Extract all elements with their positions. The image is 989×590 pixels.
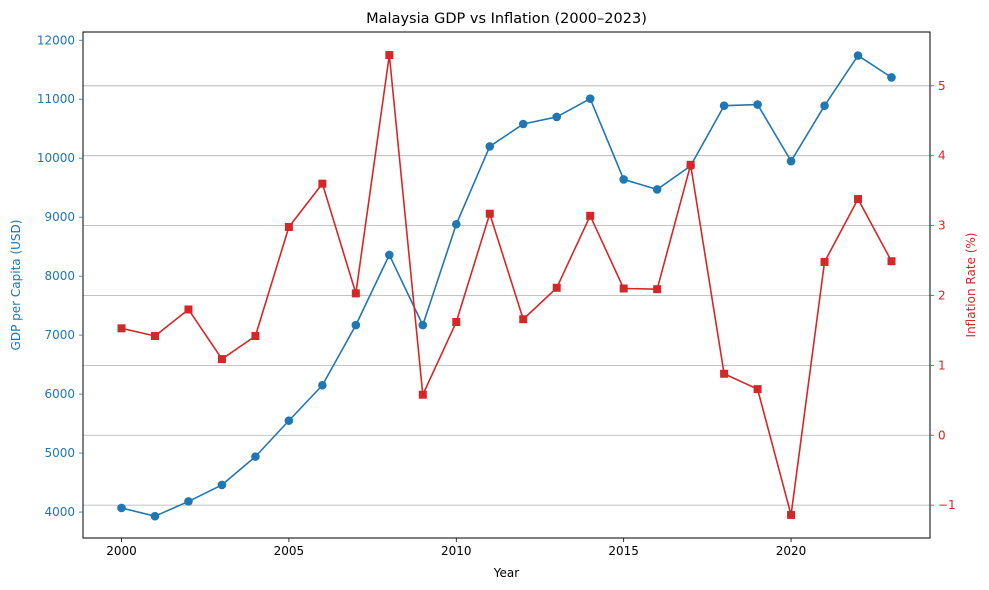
gdp-point xyxy=(184,497,193,506)
y-right-tick-label: 5 xyxy=(938,79,946,93)
gdp-point xyxy=(753,100,762,109)
y-left-tick-label: 4000 xyxy=(44,505,75,519)
y-left-tick-label: 6000 xyxy=(44,387,75,401)
x-tick-label: 2020 xyxy=(776,544,807,558)
y-left-tick-label: 5000 xyxy=(44,446,75,460)
y-right-tick-label: 1 xyxy=(938,358,946,372)
inflation-point xyxy=(251,332,260,341)
y-axis-left: 4000 5000 6000 7000 8000 9000 10000 11000 12000 xyxy=(37,33,83,519)
y-axis-right: −1 0 1 2 3 4 5 xyxy=(930,79,956,512)
y-right-tick-label: 4 xyxy=(938,149,946,163)
y-axis-right-title: Inflation Rate (%) xyxy=(964,233,978,338)
series-lines xyxy=(121,54,893,517)
gdp-point xyxy=(318,380,327,390)
y-right-tick-label: −1 xyxy=(938,498,956,512)
inflation-point xyxy=(385,51,394,60)
inflation-point xyxy=(653,285,662,294)
inflation-point xyxy=(150,332,159,341)
plot-frame xyxy=(82,31,931,539)
gdp-point xyxy=(719,101,729,111)
gdp-point xyxy=(217,480,227,490)
gdp-point xyxy=(351,320,361,330)
inflation-point xyxy=(519,315,528,324)
inflation-point xyxy=(184,305,193,314)
x-tick-label: 2000 xyxy=(106,544,137,558)
gdp-point xyxy=(117,503,126,513)
inflation-point xyxy=(351,289,360,298)
gdp-point xyxy=(518,119,528,129)
series-line-gdp xyxy=(121,54,892,517)
inflation-point xyxy=(485,209,494,218)
x-axis: 2000 2005 2010 2015 2020 xyxy=(106,538,806,558)
inflation-point xyxy=(552,283,561,292)
y-left-tick-label: 10000 xyxy=(37,151,75,165)
gdp-point xyxy=(786,156,796,166)
inflation-point xyxy=(686,160,695,169)
gdp-point xyxy=(820,101,829,111)
gdp-point xyxy=(284,416,294,425)
gdp-point xyxy=(251,452,260,461)
y-right-tick-label: 2 xyxy=(938,288,946,302)
x-axis-title: Year xyxy=(493,566,519,580)
y-left-tick-label: 7000 xyxy=(44,328,75,342)
x-tick-label: 2015 xyxy=(608,544,639,558)
inflation-point xyxy=(586,211,595,220)
y-left-tick-label: 11000 xyxy=(37,92,75,106)
gdp-point xyxy=(418,320,428,330)
inflation-point xyxy=(619,284,628,293)
y-axis-left-title: GDP per Capita (USD) xyxy=(9,220,23,351)
inflation-point xyxy=(117,324,126,333)
y-left-tick-label: 12000 xyxy=(37,33,75,47)
gdp-point xyxy=(619,175,628,184)
inflation-point xyxy=(820,257,829,266)
series-line-inflation xyxy=(121,54,893,516)
chart-title: Malaysia GDP vs Inflation (2000–2023) xyxy=(366,11,647,27)
y-right-tick-label: 0 xyxy=(938,428,946,442)
gdp-point xyxy=(150,511,160,521)
gdp-point xyxy=(385,250,394,260)
inflation-point xyxy=(284,222,293,231)
inflation-point xyxy=(452,318,461,327)
inflation-point xyxy=(418,390,427,399)
grid-lines xyxy=(83,85,930,506)
inflation-point xyxy=(318,179,327,188)
y-left-tick-label: 8000 xyxy=(44,269,75,283)
inflation-point xyxy=(720,369,729,378)
inflation-point xyxy=(217,355,226,364)
y-right-tick-label: 3 xyxy=(938,219,946,233)
inflation-point xyxy=(854,195,863,204)
y-left-tick-label: 9000 xyxy=(44,210,75,224)
gdp-point xyxy=(853,51,863,60)
x-tick-label: 2010 xyxy=(441,544,472,558)
gdp-point xyxy=(887,73,896,82)
inflation-point xyxy=(753,385,762,394)
inflation-point xyxy=(787,510,796,519)
gdp-point xyxy=(451,219,461,229)
gdp-point xyxy=(585,94,595,103)
gdp-point xyxy=(485,142,495,151)
gdp-point xyxy=(552,112,562,122)
gdp-point xyxy=(652,185,662,194)
data-markers xyxy=(117,51,896,521)
x-tick-label: 2005 xyxy=(274,544,305,558)
inflation-point xyxy=(887,257,896,266)
